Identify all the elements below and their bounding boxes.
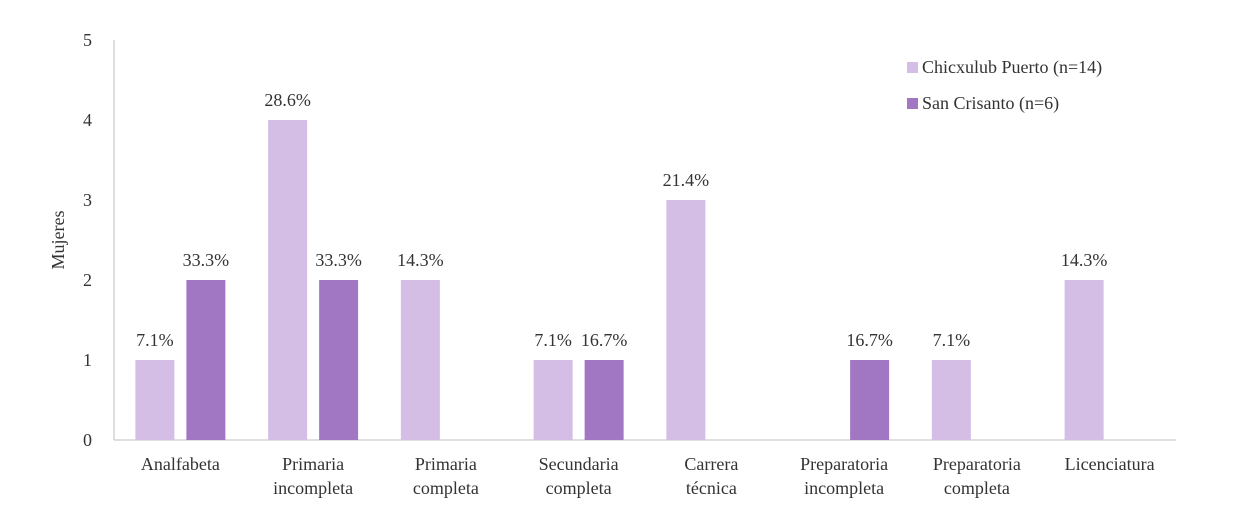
bar-s0-c4 — [666, 200, 706, 440]
bar-s0-c2 — [400, 280, 440, 440]
legend: Chicxulub Puerto (n=14) San Crisanto (n=6… — [907, 57, 1102, 114]
bars-layer — [135, 120, 1104, 440]
category-label: completa — [413, 478, 479, 498]
category-labels-layer: Analfabeta Primaria incompleta Primaria comp… — [141, 454, 1155, 498]
category-label: Preparatoria — [933, 454, 1021, 474]
category-label: Primaria — [282, 454, 344, 474]
bar-s0-c1 — [268, 120, 308, 440]
data-label: 33.3% — [315, 250, 362, 270]
data-label: 7.1% — [933, 330, 971, 350]
data-label: 7.1% — [534, 330, 572, 350]
bar-s1-c1 — [319, 280, 359, 440]
category-label: completa — [944, 478, 1010, 498]
bar-s1-c5 — [850, 360, 890, 440]
legend-swatch-1 — [907, 98, 918, 109]
category-label: incompleta — [804, 478, 884, 498]
y-axis-title: Mujeres — [48, 211, 68, 270]
data-label: 21.4% — [663, 170, 710, 190]
bar-s0-c3 — [533, 360, 573, 440]
y-tick-label: 5 — [83, 30, 92, 50]
y-tick-label: 4 — [83, 110, 92, 130]
data-label: 14.3% — [1061, 250, 1108, 270]
data-label: 33.3% — [183, 250, 230, 270]
y-ticks-layer: 0 1 2 3 4 5 — [83, 30, 92, 450]
category-label: Licenciatura — [1065, 454, 1155, 474]
category-label: Analfabeta — [141, 454, 220, 474]
legend-label-1: San Crisanto (n=6) — [922, 93, 1059, 114]
bar-s0-c0 — [135, 360, 175, 440]
bar-s1-c0 — [186, 280, 226, 440]
category-label: Carrera — [684, 454, 738, 474]
category-label: incompleta — [273, 478, 353, 498]
category-label: Primaria — [415, 454, 477, 474]
bar-s0-c6 — [931, 360, 971, 440]
category-label: técnica — [686, 478, 737, 498]
data-label: 14.3% — [397, 250, 444, 270]
data-label: 16.7% — [581, 330, 628, 350]
y-tick-label: 2 — [83, 270, 92, 290]
data-label: 28.6% — [264, 90, 311, 110]
data-labels-layer: 7.1% 33.3% 28.6% 33.3% 14.3% 7.1% 16.7% 21.4% 16… — [136, 90, 1107, 350]
y-tick-label: 3 — [83, 190, 92, 210]
legend-swatch-0 — [907, 62, 918, 73]
y-tick-label: 0 — [83, 430, 92, 450]
category-label: Secundaria — [539, 454, 619, 474]
category-label: completa — [546, 478, 612, 498]
category-label: Preparatoria — [800, 454, 888, 474]
bar-s1-c3 — [584, 360, 624, 440]
data-label: 7.1% — [136, 330, 174, 350]
y-tick-label: 1 — [83, 350, 92, 370]
legend-label-0: Chicxulub Puerto (n=14) — [922, 57, 1102, 78]
data-label: 16.7% — [846, 330, 893, 350]
bar-s0-c7 — [1064, 280, 1104, 440]
